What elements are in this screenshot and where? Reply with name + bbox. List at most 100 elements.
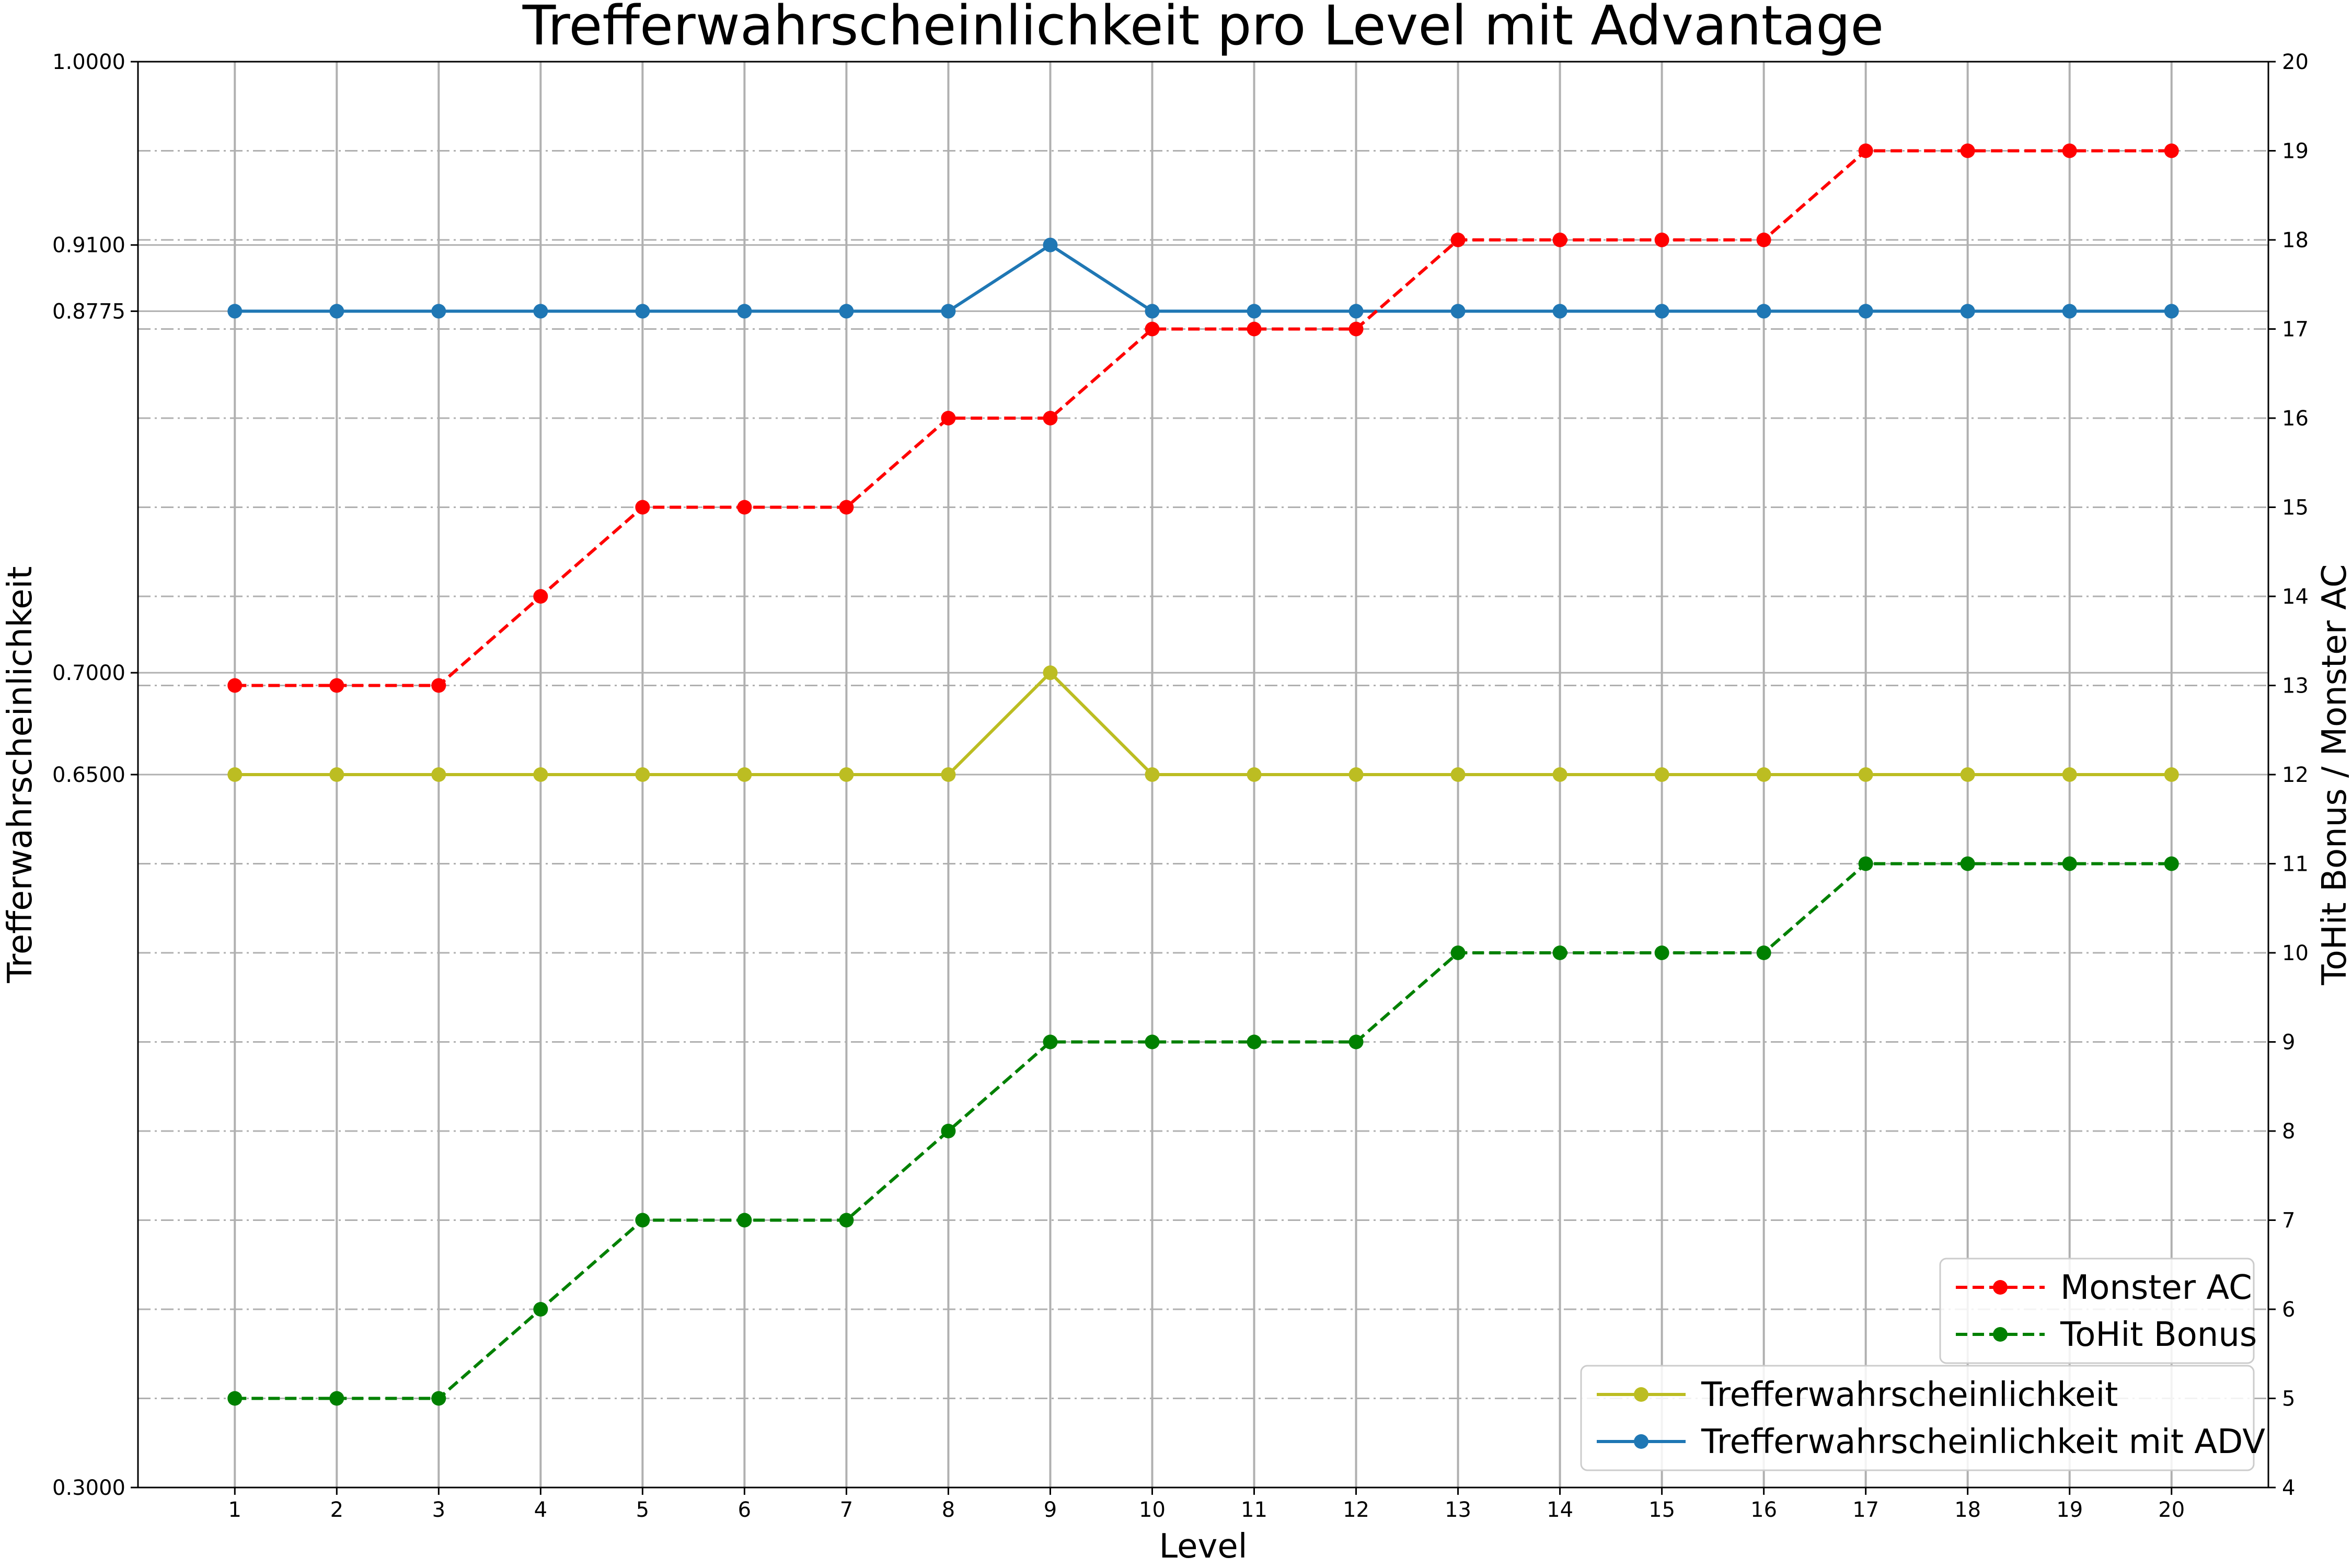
y-tick-label-left: 0.6500 [52,763,125,787]
data-point-tohit-bonus [941,1124,956,1138]
data-point-trefferwahrscheinlichkeit [1450,767,1466,782]
y-tick-label-right: 17 [2282,318,2309,342]
data-point-monster-ac [1756,233,1771,247]
data-point-trefferwahrscheinlichkeit [227,767,243,782]
data-point-monster-ac [533,589,548,604]
data-point-trefferwahrscheinlichkeit-mit-adv [533,304,548,319]
data-point-trefferwahrscheinlichkeit [1552,767,1567,782]
data-point-tohit-bonus [1858,856,1873,871]
data-point-tohit-bonus [1756,946,1771,960]
data-point-tohit-bonus [1654,946,1669,960]
series [227,143,2179,1406]
data-point-monster-ac [941,411,956,425]
data-point-trefferwahrscheinlichkeit [1145,767,1160,782]
y-tick-label-left: 1.0000 [52,50,125,74]
data-point-monster-ac [839,500,854,515]
y-tick-label-right: 20 [2282,50,2309,74]
data-point-trefferwahrscheinlichkeit [2164,767,2179,782]
x-tick-label: 6 [738,1498,751,1522]
y-tick-label-right: 11 [2282,852,2309,877]
data-point-monster-ac [1247,321,1262,337]
legend-marker-tohit-bonus [1993,1327,2008,1342]
y-axis-label-left: Trefferwahrscheinlichkeit [1,566,40,983]
legend-marker-monster-ac [1993,1280,2008,1295]
y-tick-label-right: 7 [2282,1209,2295,1233]
x-tick-label: 3 [432,1498,445,1522]
data-point-tohit-bonus [2164,856,2179,871]
data-point-monster-ac [1552,233,1567,247]
x-tick-label: 5 [636,1498,649,1522]
y-tick-label-right: 9 [2282,1031,2295,1055]
data-point-trefferwahrscheinlichkeit-mit-adv [2164,304,2179,319]
series-line-trefferwahrscheinlichkeit [235,670,2172,776]
x-axis-label: Level [1159,1527,1248,1566]
data-point-trefferwahrscheinlichkeit-mit-adv [1552,304,1567,319]
x-tick-label: 2 [330,1498,343,1522]
data-point-trefferwahrscheinlichkeit-mit-adv [1960,304,1975,319]
series-line-monster-ac [235,149,2172,687]
data-point-trefferwahrscheinlichkeit [533,767,548,782]
data-point-trefferwahrscheinlichkeit-mit-adv [1247,304,1262,319]
data-point-trefferwahrscheinlichkeit [1247,767,1262,782]
data-point-tohit-bonus [839,1213,854,1228]
x-tick-label: 4 [534,1498,547,1522]
data-point-monster-ac [1858,143,1873,158]
data-point-trefferwahrscheinlichkeit [1858,767,1873,782]
y-tick-label-right: 19 [2282,140,2309,164]
y-axis-label-right: ToHit Bonus / Monster AC [2315,564,2352,985]
x-tick-label: 17 [1852,1498,1879,1522]
x-tick-label: 20 [2158,1498,2185,1522]
series-line-trefferwahrscheinlichkeit-mit-adv [235,243,2172,313]
y-tick-label-right: 18 [2282,228,2309,252]
data-point-trefferwahrscheinlichkeit-mit-adv [1858,304,1873,319]
data-point-tohit-bonus [1450,946,1466,960]
data-point-trefferwahrscheinlichkeit [737,767,752,782]
x-tick-label: 11 [1241,1498,1267,1522]
data-point-trefferwahrscheinlichkeit [941,767,956,782]
data-point-tohit-bonus [2062,856,2077,871]
data-point-trefferwahrscheinlichkeit-mit-adv [2062,304,2077,319]
x-tick-label: 10 [1139,1498,1166,1522]
data-point-trefferwahrscheinlichkeit-mit-adv [737,304,752,319]
x-tick-label: 8 [942,1498,955,1522]
data-point-trefferwahrscheinlichkeit-mit-adv [1450,304,1466,319]
data-point-monster-ac [1654,233,1669,247]
data-point-tohit-bonus [1348,1034,1364,1050]
legend-label-trefferwahrscheinlichkeit: Trefferwahrscheinlichkeit [1701,1376,2118,1414]
data-point-trefferwahrscheinlichkeit-mit-adv [635,304,650,319]
chart-title: Trefferwahrscheinlichkeit pro Level mit … [522,0,1884,57]
data-point-tohit-bonus [1145,1034,1160,1050]
x-tick-label: 13 [1445,1498,1471,1522]
y-tick-label-left: 0.3000 [52,1476,125,1500]
data-point-tohit-bonus [431,1391,446,1406]
legend-box-series_left [1580,1365,2255,1471]
data-point-tohit-bonus [737,1213,752,1228]
data-point-trefferwahrscheinlichkeit-mit-adv [839,304,854,319]
data-point-monster-ac [2164,143,2179,158]
y-tick-label-left: 0.8775 [52,299,125,324]
legend-marker-trefferwahrscheinlichkeit-mit-adv [1634,1434,1648,1449]
x-tick-label: 14 [1547,1498,1573,1522]
data-point-trefferwahrscheinlichkeit-mit-adv [431,304,446,319]
x-tick-label: 18 [1954,1498,1981,1522]
data-point-monster-ac [431,678,446,693]
data-point-trefferwahrscheinlichkeit-mit-adv [1145,304,1160,319]
x-tick-label: 16 [1750,1498,1777,1522]
y-tick-label-right: 12 [2282,763,2309,787]
data-point-tohit-bonus [329,1391,344,1406]
data-point-trefferwahrscheinlichkeit [1960,767,1975,782]
data-point-trefferwahrscheinlichkeit [2062,767,2077,782]
data-point-tohit-bonus [533,1302,548,1317]
x-tick-label: 15 [1648,1498,1675,1522]
x-tick-label: 19 [2056,1498,2083,1522]
data-point-trefferwahrscheinlichkeit [329,767,344,782]
ticks: 1 2 3 4 5 6 7 8 9 10 11 12 13 14 15 16 17 18 19 200.30000.6… [52,50,2309,1522]
data-point-tohit-bonus [1552,946,1567,960]
data-point-trefferwahrscheinlichkeit [635,767,650,782]
y-tick-label-right: 15 [2282,496,2309,520]
legend-label-monster-ac: Monster AC [2060,1269,2252,1307]
data-point-trefferwahrscheinlichkeit [839,767,854,782]
data-point-monster-ac [227,678,243,693]
data-point-tohit-bonus [1043,1034,1058,1050]
